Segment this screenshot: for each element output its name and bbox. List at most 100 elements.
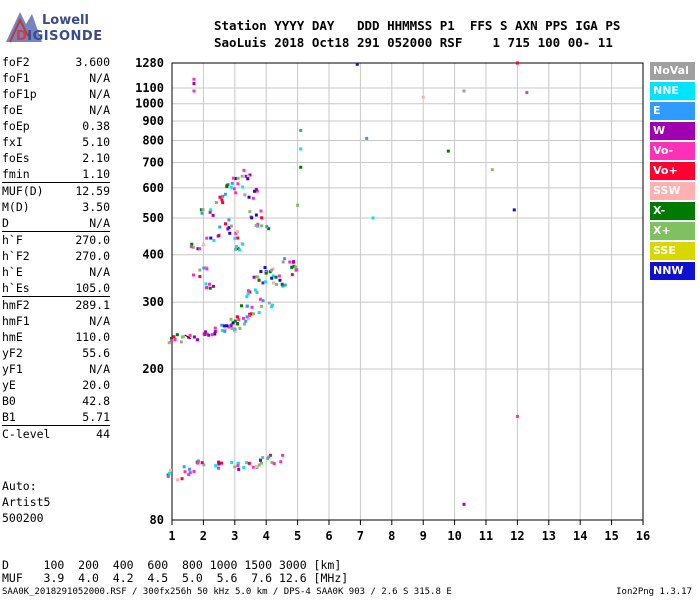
param-label: fmin bbox=[2, 167, 30, 181]
header-line-2: SaoLuis 2018 Oct18 291 052000 RSF 1 715 … bbox=[214, 35, 613, 50]
param-value: 3.50 bbox=[82, 200, 110, 214]
echo-point bbox=[371, 216, 375, 220]
param-label: hmF2 bbox=[2, 298, 30, 312]
echo-point bbox=[213, 326, 217, 330]
echo-point bbox=[248, 313, 252, 317]
echo-point bbox=[241, 316, 245, 320]
footer-version: Ion2Png 1.3.17 bbox=[616, 587, 692, 597]
x-tick-label: 14 bbox=[573, 529, 587, 543]
echo-point bbox=[238, 248, 242, 252]
param-label: yE bbox=[2, 378, 16, 392]
param-row: foF1p N/A bbox=[2, 86, 110, 102]
echo-point bbox=[236, 236, 240, 240]
param-row: hmF1 N/A bbox=[2, 313, 110, 329]
echo-point bbox=[255, 290, 259, 294]
echo-point bbox=[192, 77, 196, 81]
echo-point bbox=[257, 278, 261, 282]
param-row: yF2 55.6 bbox=[2, 345, 110, 361]
echo-point bbox=[234, 245, 238, 249]
echo-point bbox=[231, 321, 235, 325]
echo-point bbox=[234, 177, 238, 181]
echo-point bbox=[201, 243, 205, 247]
echo-point bbox=[204, 286, 208, 290]
param-value: 1.10 bbox=[82, 167, 110, 181]
x-tick-label: 2 bbox=[200, 529, 207, 543]
echo-point bbox=[462, 502, 466, 506]
echo-point bbox=[217, 462, 221, 466]
legend-item: X+ bbox=[650, 222, 695, 240]
echo-point bbox=[169, 339, 173, 343]
logo-emblem-icon bbox=[6, 12, 42, 43]
x-tick-label: 13 bbox=[542, 529, 556, 543]
legend-item: W bbox=[650, 122, 695, 140]
echo-point bbox=[247, 461, 251, 465]
echo-point bbox=[250, 305, 254, 309]
echo-point bbox=[257, 463, 261, 467]
param-row: h`F2 270.0 bbox=[2, 248, 110, 264]
echo-point bbox=[265, 225, 269, 229]
echo-point bbox=[256, 222, 260, 226]
echo-point bbox=[274, 275, 278, 279]
echo-point bbox=[207, 333, 211, 337]
param-label: B0 bbox=[2, 394, 16, 408]
echo-point bbox=[213, 330, 217, 334]
echo-point bbox=[281, 284, 285, 288]
echo-point bbox=[267, 455, 271, 459]
legend-item: SSE bbox=[650, 242, 695, 260]
auto-program: Artist5 bbox=[2, 495, 51, 509]
echo-point bbox=[218, 195, 222, 199]
echo-point bbox=[229, 317, 233, 321]
echo-point bbox=[231, 176, 235, 180]
param-value: N/A bbox=[89, 362, 110, 376]
echo-point bbox=[288, 260, 292, 264]
echo-point bbox=[243, 193, 247, 197]
param-value: 55.6 bbox=[82, 346, 110, 360]
logo-text-top: Lowell bbox=[42, 13, 89, 28]
param-row: foEs 2.10 bbox=[2, 150, 110, 166]
y-tick-label: 500 bbox=[142, 211, 164, 225]
param-value: N/A bbox=[89, 71, 110, 85]
param-value: 44 bbox=[96, 427, 110, 441]
echo-point bbox=[188, 333, 192, 337]
echo-point bbox=[215, 201, 219, 205]
echo-point bbox=[259, 304, 263, 308]
echo-point bbox=[240, 304, 244, 308]
echo-point bbox=[255, 189, 259, 193]
echo-point bbox=[233, 465, 237, 469]
echo-point bbox=[244, 319, 248, 323]
param-row: hmF2 289.1 bbox=[2, 296, 110, 313]
param-label: foF1 bbox=[2, 71, 30, 85]
echo-point bbox=[209, 236, 213, 240]
y-tick-label: 700 bbox=[142, 155, 164, 169]
echo-point bbox=[267, 301, 271, 305]
echo-point bbox=[180, 477, 184, 481]
echo-point bbox=[271, 281, 275, 285]
echo-point bbox=[283, 283, 287, 287]
echo-point bbox=[270, 460, 274, 464]
x-tick-label: 12 bbox=[510, 529, 524, 543]
echo-point bbox=[212, 238, 216, 242]
echo-point bbox=[250, 216, 254, 220]
echo-point bbox=[238, 326, 242, 330]
echo-point bbox=[245, 295, 249, 299]
parameter-panel: foF2 3.600 foF1 N/A foF1p N/A foE N/A foEp 0.38 fx… bbox=[2, 54, 110, 442]
echo-point bbox=[270, 268, 274, 272]
echo-point bbox=[242, 168, 246, 172]
param-row: fmin 1.10 bbox=[2, 166, 110, 182]
param-row: hmE 110.0 bbox=[2, 329, 110, 345]
echo-point bbox=[225, 184, 229, 188]
echo-point bbox=[264, 280, 268, 284]
param-label: D bbox=[2, 216, 9, 230]
echo-point bbox=[236, 176, 240, 180]
param-value: 3.600 bbox=[75, 55, 110, 69]
param-label: h`E bbox=[2, 265, 23, 279]
echo-point bbox=[299, 165, 303, 169]
echo-point bbox=[245, 304, 249, 308]
param-value: 270.0 bbox=[75, 233, 110, 247]
param-row: B1 5.71 bbox=[2, 409, 110, 425]
echo-point bbox=[210, 333, 214, 337]
echo-point bbox=[187, 473, 191, 477]
param-row: h`Es 105.0 bbox=[2, 280, 110, 296]
echo-point bbox=[299, 128, 303, 132]
echo-point bbox=[233, 236, 237, 240]
